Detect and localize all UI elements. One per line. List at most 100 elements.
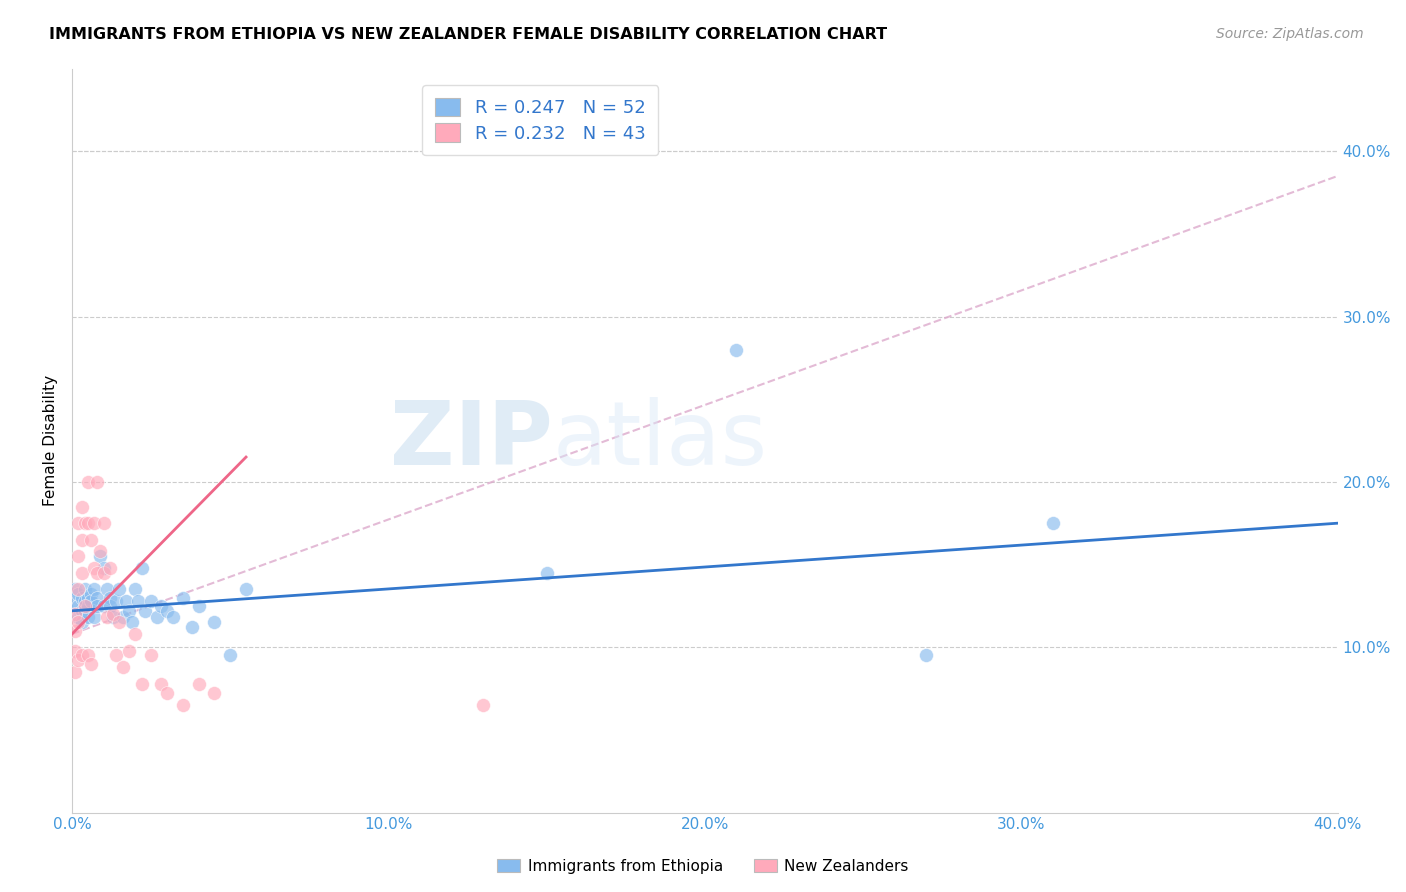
Point [83,582,105,597]
Point [67,582,90,597]
Point [70,615,93,630]
Point [101,607,124,621]
Point [108,582,131,597]
Legend: R = 0.247   N = 52, R = 0.232   N = 43: R = 0.247 N = 52, R = 0.232 N = 43 [422,85,658,155]
Point [73,582,96,597]
Point [93,516,115,531]
Point [915,648,938,663]
Point [80,657,103,671]
Point [219,648,242,663]
Point [63,624,86,638]
Point [101,610,124,624]
Point [93,561,115,575]
Point [114,594,136,608]
Point [118,643,141,657]
Text: IMMIGRANTS FROM ETHIOPIA VS NEW ZEALANDER FEMALE DISABILITY CORRELATION CHART: IMMIGRANTS FROM ETHIOPIA VS NEW ZEALANDE… [49,27,887,42]
Point [536,566,558,580]
Text: ZIP: ZIP [391,397,553,484]
Point [105,648,128,663]
Point [156,604,179,618]
Point [187,676,209,690]
Legend: Immigrants from Ethiopia, New Zealanders: Immigrants from Ethiopia, New Zealanders [491,853,915,880]
Point [67,610,90,624]
Point [67,653,90,667]
Point [96,610,118,624]
Point [80,533,103,547]
Point [98,591,121,605]
Point [98,599,121,613]
Point [70,604,93,618]
Point [105,594,128,608]
Point [70,500,93,514]
Point [181,620,204,634]
Point [111,610,134,624]
Point [63,665,86,679]
Point [76,475,98,489]
Point [139,648,162,663]
Point [63,607,86,621]
Point [89,549,111,564]
Point [162,610,184,624]
Point [63,582,86,597]
Point [108,615,131,630]
Point [76,516,98,531]
Point [76,610,98,624]
Point [156,686,179,700]
Point [146,610,169,624]
Point [63,594,86,608]
Point [86,599,108,613]
Point [124,582,146,597]
Point [725,343,748,357]
Point [89,544,111,558]
Point [98,561,121,575]
Point [73,599,96,613]
Point [86,475,108,489]
Point [134,604,156,618]
Point [172,591,194,605]
Point [73,594,96,608]
Point [76,648,98,663]
Point [93,566,115,580]
Point [93,599,115,613]
Point [70,591,93,605]
Point [124,627,146,641]
Point [67,599,90,613]
Point [73,604,96,618]
Point [127,594,149,608]
Point [67,615,90,630]
Point [96,582,118,597]
Point [83,561,105,575]
Point [149,676,172,690]
Y-axis label: Female Disability: Female Disability [44,375,58,506]
Point [63,643,86,657]
Text: Source: ZipAtlas.com: Source: ZipAtlas.com [1216,27,1364,41]
Point [121,615,143,630]
Point [131,676,153,690]
Point [83,610,105,624]
Point [118,604,141,618]
Point [67,587,90,601]
Point [187,599,209,613]
Point [111,660,134,674]
Point [76,591,98,605]
Point [149,599,172,613]
Point [70,648,93,663]
Point [172,698,194,712]
Point [202,615,225,630]
Point [70,533,93,547]
Text: atlas: atlas [553,397,768,484]
Point [86,566,108,580]
Point [70,566,93,580]
Point [76,599,98,613]
Point [67,516,90,531]
Point [80,594,103,608]
Point [73,516,96,531]
Point [67,549,90,564]
Point [1042,516,1064,531]
Point [83,516,105,531]
Point [80,587,103,601]
Point [202,686,225,700]
Point [472,698,495,712]
Point [86,591,108,605]
Point [235,582,257,597]
